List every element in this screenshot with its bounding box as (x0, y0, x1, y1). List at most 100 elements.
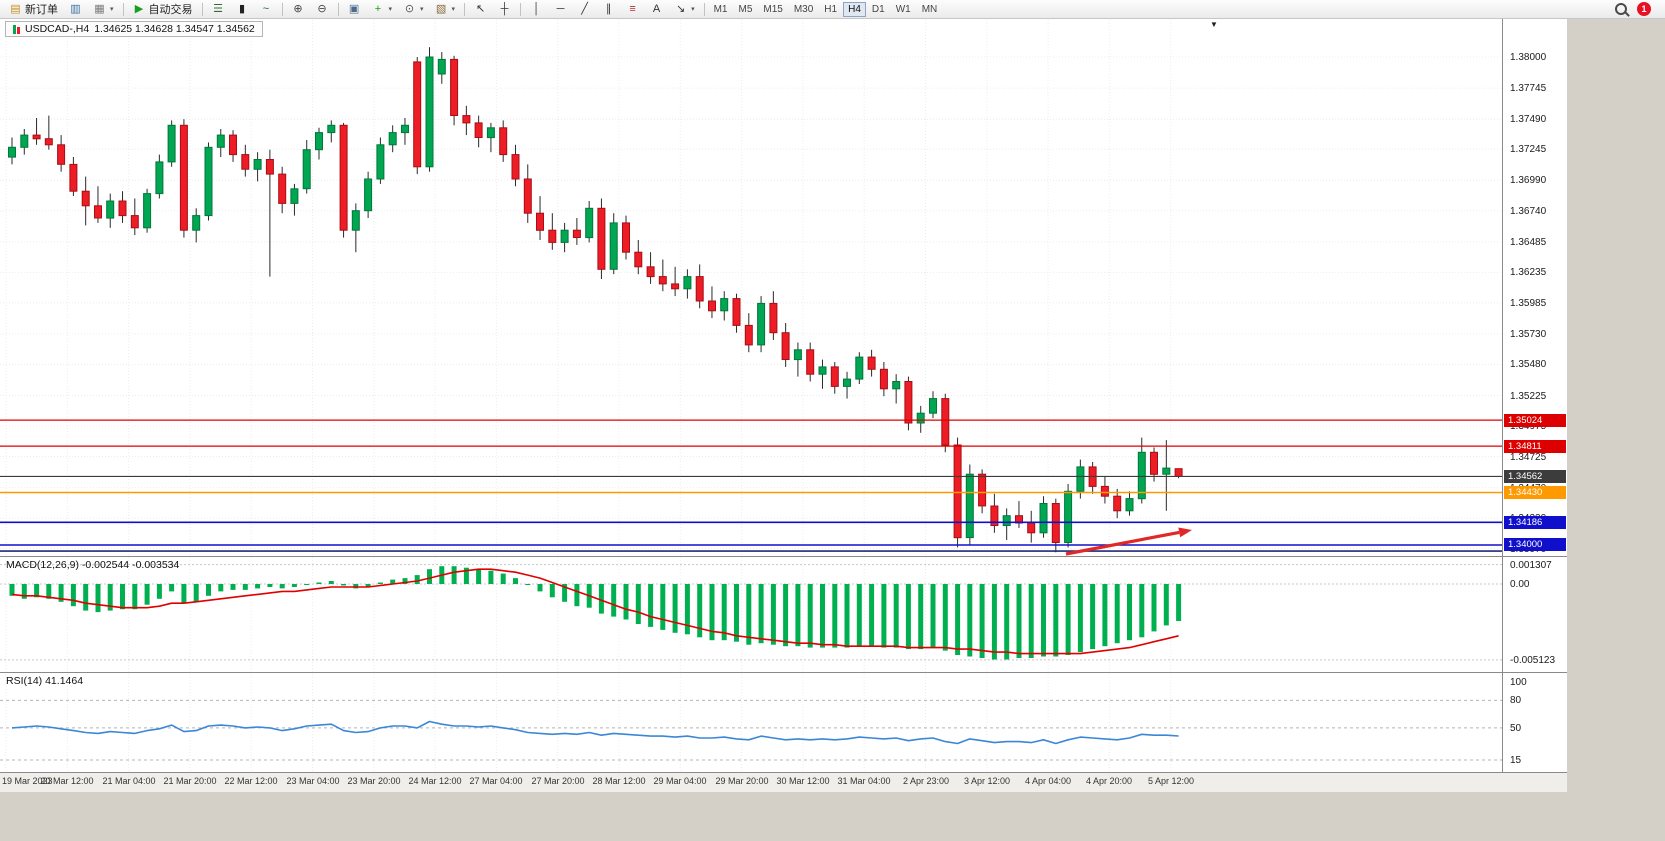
line-chart-button[interactable]: ~ (255, 1, 278, 17)
text-label-button[interactable]: A (645, 1, 668, 17)
toolbar: ▤ 新订单 ▥ ▦ ▾ ▶ 自动交易 ☰ ▮ ~ ⊕ ⊖ ▣ + ▾ ⊙ ▾ ▧ ▾ ↖ ┼ │ ─ ╱ ∥ ≡ A ↘ ▾ M1 M5 M1… (0, 0, 1665, 19)
toolbar-right: 1 (1615, 2, 1661, 16)
candlestick-chart-button[interactable]: ▮ (231, 1, 254, 17)
chevron-down-icon: ▾ (420, 6, 424, 13)
price-axis-label: 1.36235 (1510, 267, 1547, 278)
timeframe-button-w1[interactable]: W1 (891, 2, 916, 17)
price-level-tag: 1.34811 (1504, 440, 1566, 453)
rsi-label: RSI(14) 41.1464 (6, 675, 84, 687)
arrows-tool-button[interactable]: ↘ ▾ (669, 1, 700, 17)
vertical-line-button[interactable]: │ (525, 1, 548, 17)
price-axis[interactable]: 1.38000 1.37745 1.37490 1.37245 1.36990 1.367… (1503, 19, 1567, 772)
cursor-button[interactable]: ↖ (469, 1, 492, 17)
horizontal-line-icon: ─ (556, 2, 565, 15)
auto-trading-button[interactable]: ▶ 自动交易 (128, 1, 198, 17)
trendline-icon: ╱ (581, 2, 588, 15)
chart-shift-marker[interactable]: ▼ (1210, 20, 1218, 29)
tile-windows-button[interactable]: ▣ (343, 1, 366, 17)
toolbar-separator (464, 2, 466, 16)
time-axis-label: 29 Mar 20:00 (715, 776, 769, 786)
price-axis-label: 1.37245 (1510, 144, 1547, 155)
price-level-tag: 1.34186 (1504, 516, 1566, 529)
candlestick-chart[interactable] (0, 19, 1567, 772)
time-axis-label: 5 Apr 12:00 (1147, 776, 1195, 786)
macd-axis-label: -0.005123 (1510, 655, 1556, 666)
toolbar-separator (703, 2, 705, 16)
chart-icon (13, 24, 20, 34)
time-axis-label: 19 Mar 2023 (2, 776, 53, 786)
fibonacci-icon: ≡ (629, 2, 636, 15)
time-axis[interactable]: 19 Mar 2023 20 Mar 12:00 21 Mar 04:00 21 Ma… (0, 772, 1567, 792)
horizontal-line-button[interactable]: ─ (549, 1, 572, 17)
zoom-out-button[interactable]: ⊖ (311, 1, 334, 17)
timeframe-button-m5[interactable]: M5 (733, 2, 757, 17)
time-axis-label: 2 Apr 23:00 (902, 776, 950, 786)
price-axis-label: 1.37490 (1510, 114, 1547, 125)
chart-area[interactable]: USDCAD-,H4 1.34625 1.34628 1.34547 1.345… (0, 19, 1567, 772)
timeframe-button-h4[interactable]: H4 (843, 1, 866, 17)
timeframe-button-m30[interactable]: M30 (789, 2, 818, 17)
periods-icon: ⊙ (404, 2, 415, 15)
bar-chart-icon: ☰ (213, 2, 223, 15)
channel-button[interactable]: ∥ (597, 1, 620, 17)
time-axis-label: 4 Apr 04:00 (1024, 776, 1072, 786)
zoom-in-button[interactable]: ⊕ (287, 1, 310, 17)
price-axis-label: 1.38000 (1510, 52, 1547, 63)
notification-badge[interactable]: 1 (1637, 2, 1651, 16)
search-icon[interactable] (1615, 3, 1627, 15)
periods-button[interactable]: ⊙ ▾ (398, 1, 429, 17)
chart-ohlc-quote: 1.34625 1.34628 1.34547 1.34562 (94, 23, 255, 35)
timeframe-button-m1[interactable]: M1 (709, 2, 733, 17)
rsi-axis-label: 80 (1510, 695, 1522, 706)
price-axis-label: 1.37745 (1510, 83, 1547, 94)
price-axis-label: 1.34725 (1510, 452, 1547, 463)
toolbar-items: ▤ 新订单 ▥ ▦ ▾ ▶ 自动交易 ☰ ▮ ~ ⊕ ⊖ ▣ + ▾ ⊙ ▾ ▧ ▾ ↖ ┼ │ ─ ╱ ∥ ≡ A ↘ ▾ M1 M5 M1… (4, 1, 942, 17)
profiles-button[interactable]: ▦ ▾ (88, 1, 119, 17)
toolbar-separator (201, 2, 203, 16)
templates-icon: ▧ (435, 2, 447, 15)
timeframe-button-mn[interactable]: MN (917, 2, 943, 17)
bar-chart-button[interactable]: ☰ (207, 1, 230, 17)
price-axis-label: 1.35730 (1510, 329, 1547, 340)
toolbar-separator (122, 2, 124, 16)
time-axis-label: 22 Mar 12:00 (224, 776, 278, 786)
time-axis-label: 3 Apr 12:00 (963, 776, 1011, 786)
crosshair-button[interactable]: ┼ (493, 1, 516, 17)
chart-symbol-period: USDCAD-,H4 (25, 23, 90, 35)
time-axis-label: 24 Mar 12:00 (408, 776, 462, 786)
charts-button[interactable]: ▥ (64, 1, 87, 17)
price-axis-label: 1.36990 (1510, 175, 1547, 186)
arrows-tool-icon: ↘ (675, 2, 686, 15)
time-axis-label: 20 Mar 12:00 (40, 776, 94, 786)
cursor-icon: ↖ (475, 2, 486, 15)
timeframe-button-m15[interactable]: M15 (758, 2, 787, 17)
indicators-button[interactable]: + ▾ (367, 1, 398, 17)
price-axis-label: 1.35225 (1510, 391, 1547, 402)
chevron-down-icon: ▾ (388, 6, 393, 13)
line-chart-icon: ~ (262, 2, 270, 15)
price-level-tag: 1.34000 (1504, 538, 1566, 551)
new-order-label: 新订单 (25, 4, 58, 16)
zoom-out-icon: ⊖ (317, 2, 327, 15)
new-order-button[interactable]: ▤ 新订单 (4, 1, 63, 17)
toolbar-separator (337, 2, 339, 16)
time-axis-label: 27 Mar 20:00 (531, 776, 585, 786)
templates-button[interactable]: ▧ ▾ (430, 1, 461, 17)
price-level-tag: 1.35024 (1504, 414, 1566, 427)
rsi-axis-label: 100 (1510, 677, 1527, 688)
price-axis-label: 1.35480 (1510, 359, 1547, 370)
price-axis-label: 1.35985 (1510, 298, 1547, 309)
profiles-icon: ▦ (94, 2, 105, 15)
timeframe-button-d1[interactable]: D1 (867, 2, 890, 17)
auto-trading-label: 自动交易 (148, 4, 193, 16)
timeframe-button-h1[interactable]: H1 (819, 2, 842, 17)
chart-title-tab: USDCAD-,H4 1.34625 1.34628 1.34547 1.345… (5, 21, 263, 37)
candlestick-chart-icon: ▮ (238, 2, 246, 15)
trendline-button[interactable]: ╱ (573, 1, 596, 17)
fibonacci-button[interactable]: ≡ (621, 1, 644, 17)
time-axis-label: 30 Mar 12:00 (776, 776, 830, 786)
new-order-button: ▤ (10, 2, 21, 15)
vertical-line-icon: │ (533, 2, 540, 15)
price-axis-label: 1.36740 (1510, 206, 1547, 217)
text-label-icon: A (652, 2, 661, 15)
